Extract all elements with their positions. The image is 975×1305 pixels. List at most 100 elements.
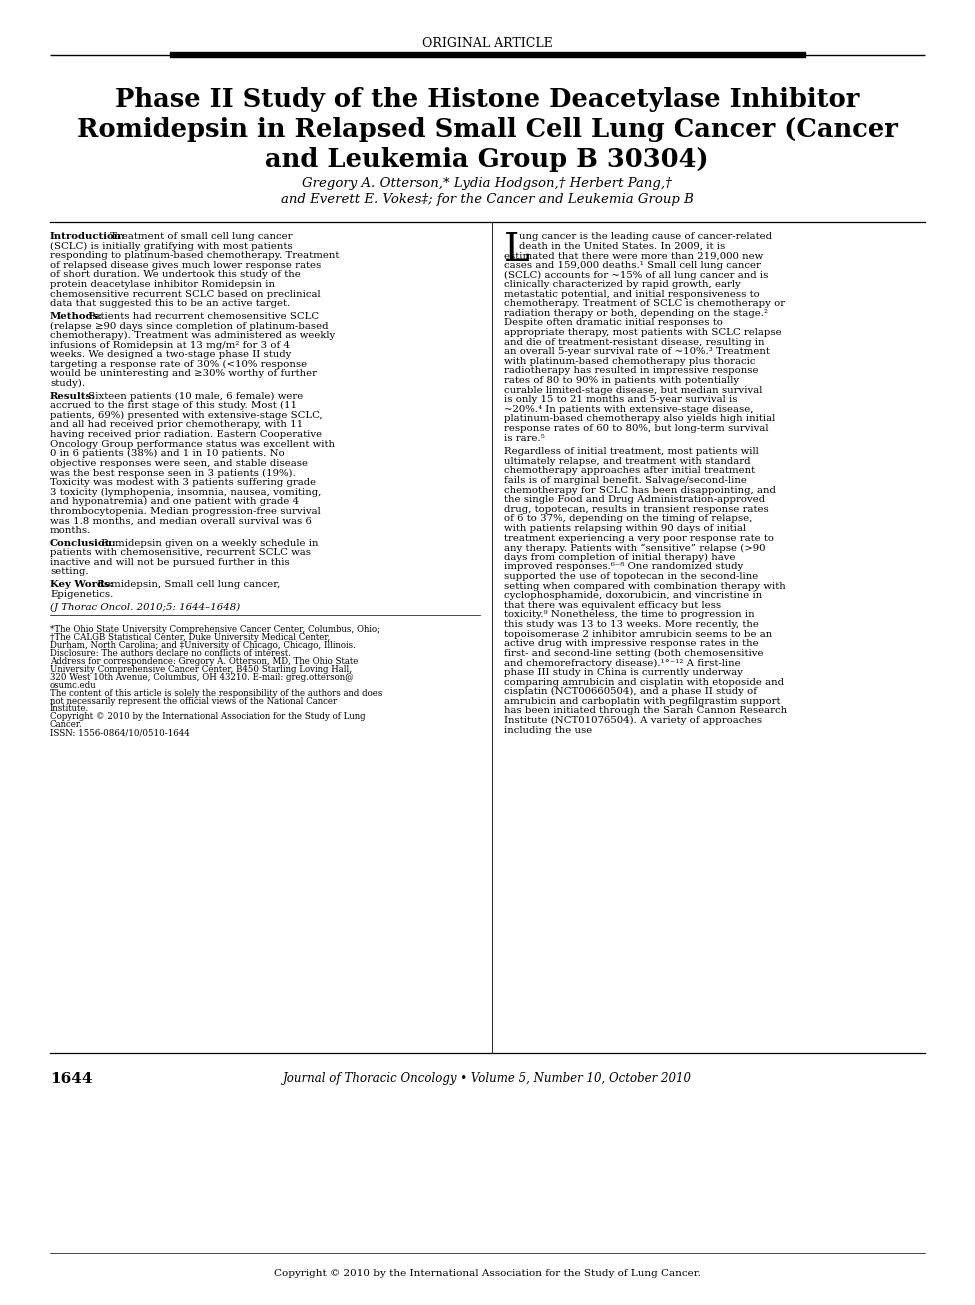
Text: Journal of Thoracic Oncology • Volume 5, Number 10, October 2010: Journal of Thoracic Oncology • Volume 5,… — [283, 1071, 691, 1084]
Text: with platinum-based chemotherapy plus thoracic: with platinum-based chemotherapy plus th… — [504, 356, 756, 365]
Text: Treatment of small cell lung cancer: Treatment of small cell lung cancer — [107, 232, 292, 241]
Text: is rare.⁵: is rare.⁵ — [504, 433, 545, 442]
Text: curable limited-stage disease, but median survival: curable limited-stage disease, but media… — [504, 385, 762, 394]
Text: Phase II Study of the Histone Deacetylase Inhibitor: Phase II Study of the Histone Deacetylas… — [115, 87, 859, 112]
Text: patients, 69%) presented with extensive-stage SCLC,: patients, 69%) presented with extensive-… — [50, 411, 323, 420]
Text: of short duration. We undertook this study of the: of short duration. We undertook this stu… — [50, 270, 300, 279]
Text: phase III study in China is currently underway: phase III study in China is currently un… — [504, 668, 743, 677]
Text: chemotherapy approaches after initial treatment: chemotherapy approaches after initial tr… — [504, 466, 755, 475]
Text: metastatic potential, and initial responsiveness to: metastatic potential, and initial respon… — [504, 290, 760, 299]
Text: Cancer.: Cancer. — [50, 720, 83, 729]
Text: death in the United States. In 2009, it is: death in the United States. In 2009, it … — [519, 241, 725, 251]
Text: not necessarily represent the official views of the National Cancer: not necessarily represent the official v… — [50, 697, 337, 706]
Text: response rates of 60 to 80%, but long-term survival: response rates of 60 to 80%, but long-te… — [504, 424, 768, 433]
Text: active drug with impressive response rates in the: active drug with impressive response rat… — [504, 639, 759, 649]
Text: Toxicity was modest with 3 patients suffering grade: Toxicity was modest with 3 patients suff… — [50, 478, 316, 487]
Text: including the use: including the use — [504, 726, 592, 735]
Text: chemotherapy). Treatment was administered as weekly: chemotherapy). Treatment was administere… — [50, 331, 335, 341]
Text: targeting a response rate of 30% (<10% response: targeting a response rate of 30% (<10% r… — [50, 360, 307, 369]
Text: Institute.: Institute. — [50, 705, 90, 714]
Text: clinically characterized by rapid growth, early: clinically characterized by rapid growth… — [504, 281, 741, 288]
Text: this study was 13 to 13 weeks. More recently, the: this study was 13 to 13 weeks. More rece… — [504, 620, 759, 629]
Text: patients with chemosensitive, recurrent SCLC was: patients with chemosensitive, recurrent … — [50, 548, 311, 557]
Text: Despite often dramatic initial responses to: Despite often dramatic initial responses… — [504, 318, 722, 328]
Text: first- and second-line setting (both chemosensitive: first- and second-line setting (both che… — [504, 649, 763, 658]
Text: weeks. We designed a two-stage phase II study: weeks. We designed a two-stage phase II … — [50, 350, 292, 359]
Text: radiotherapy has resulted in impressive response: radiotherapy has resulted in impressive … — [504, 367, 759, 376]
Text: improved responses.⁶⁻⁸ One randomized study: improved responses.⁶⁻⁸ One randomized st… — [504, 562, 743, 572]
Text: has been initiated through the Sarah Cannon Research: has been initiated through the Sarah Can… — [504, 706, 787, 715]
Text: was the best response seen in 3 patients (19%).: was the best response seen in 3 patients… — [50, 468, 295, 478]
Text: days from completion of initial therapy) have: days from completion of initial therapy)… — [504, 553, 735, 562]
Text: Romidepsin given on a weekly schedule in: Romidepsin given on a weekly schedule in — [98, 539, 319, 548]
Text: Disclosure: The authors declare no conflicts of interest.: Disclosure: The authors declare no confl… — [50, 649, 291, 658]
Text: ultimately relapse, and treatment with standard: ultimately relapse, and treatment with s… — [504, 457, 751, 466]
Text: and Everett E. Vokes‡; for the Cancer and Leukemia Group B: and Everett E. Vokes‡; for the Cancer an… — [281, 193, 693, 206]
Text: Conclusion:: Conclusion: — [50, 539, 117, 548]
Text: Epigenetics.: Epigenetics. — [50, 590, 113, 599]
Text: Oncology Group performance status was excellent with: Oncology Group performance status was ex… — [50, 440, 335, 449]
Text: Address for correspondence: Gregory A. Otterson, MD, The Ohio State: Address for correspondence: Gregory A. O… — [50, 658, 359, 666]
Text: (SCLC) is initially gratifying with most patients: (SCLC) is initially gratifying with most… — [50, 241, 292, 251]
Text: (SCLC) accounts for ~15% of all lung cancer and is: (SCLC) accounts for ~15% of all lung can… — [504, 270, 768, 279]
Text: fails is of marginal benefit. Salvage/second-line: fails is of marginal benefit. Salvage/se… — [504, 476, 747, 485]
Text: toxicity.⁹ Nonetheless, the time to progression in: toxicity.⁹ Nonetheless, the time to prog… — [504, 611, 755, 620]
Text: study).: study). — [50, 378, 85, 388]
Text: (J Thorac Oncol. 2010;5: 1644–1648): (J Thorac Oncol. 2010;5: 1644–1648) — [50, 603, 240, 612]
Text: treatment experiencing a very poor response rate to: treatment experiencing a very poor respo… — [504, 534, 774, 543]
Text: The content of this article is solely the responsibility of the authors and does: The content of this article is solely th… — [50, 689, 382, 698]
Text: having received prior radiation. Eastern Cooperative: having received prior radiation. Eastern… — [50, 431, 322, 438]
Text: L: L — [504, 232, 529, 269]
Text: is only 15 to 21 months and 5-year survival is: is only 15 to 21 months and 5-year survi… — [504, 395, 737, 405]
Text: drug, topotecan, results in transient response rates: drug, topotecan, results in transient re… — [504, 505, 768, 514]
Text: setting when compared with combination therapy with: setting when compared with combination t… — [504, 582, 786, 591]
Text: Sixteen patients (10 male, 6 female) were: Sixteen patients (10 male, 6 female) wer… — [85, 392, 303, 401]
Text: infusions of Romidepsin at 13 mg/m² for 3 of 4: infusions of Romidepsin at 13 mg/m² for … — [50, 341, 290, 350]
Text: ISSN: 1556-0864/10/0510-1644: ISSN: 1556-0864/10/0510-1644 — [50, 728, 190, 737]
Text: Institute (NCT01076504). A variety of approaches: Institute (NCT01076504). A variety of ap… — [504, 716, 762, 726]
Text: University Comprehensive Cancer Center, B450 Starling Loving Hall,: University Comprehensive Cancer Center, … — [50, 666, 352, 673]
Text: thrombocytopenia. Median progression-free survival: thrombocytopenia. Median progression-fre… — [50, 506, 321, 515]
Text: rates of 80 to 90% in patients with potentially: rates of 80 to 90% in patients with pote… — [504, 376, 739, 385]
Text: chemotherapy for SCLC has been disappointing, and: chemotherapy for SCLC has been disappoin… — [504, 485, 776, 495]
Text: Copyright © 2010 by the International Association for the Study of Lung Cancer.: Copyright © 2010 by the International As… — [274, 1268, 700, 1278]
Text: that there was equivalent efficacy but less: that there was equivalent efficacy but l… — [504, 600, 722, 609]
Text: any therapy. Patients with “sensitive” relapse (>90: any therapy. Patients with “sensitive” r… — [504, 543, 765, 552]
Text: months.: months. — [50, 526, 92, 535]
Text: would be uninteresting and ≥30% worthy of further: would be uninteresting and ≥30% worthy o… — [50, 369, 317, 378]
Text: *The Ohio State University Comprehensive Cancer Center, Columbus, Ohio;: *The Ohio State University Comprehensive… — [50, 625, 380, 634]
Text: topoisomerase 2 inhibitor amrubicin seems to be an: topoisomerase 2 inhibitor amrubicin seem… — [504, 629, 772, 638]
Text: the single Food and Drug Administration-approved: the single Food and Drug Administration-… — [504, 495, 765, 504]
Text: comparing amrubicin and cisplatin with etoposide and: comparing amrubicin and cisplatin with e… — [504, 677, 784, 686]
Text: ORIGINAL ARTICLE: ORIGINAL ARTICLE — [421, 37, 553, 50]
Text: cyclophosphamide, doxorubicin, and vincristine in: cyclophosphamide, doxorubicin, and vincr… — [504, 591, 762, 600]
Text: 320 West 10th Avenue, Columbus, OH 43210. E-mail: greg.otterson@: 320 West 10th Avenue, Columbus, OH 43210… — [50, 673, 354, 683]
Text: osumc.edu: osumc.edu — [50, 681, 97, 690]
Text: estimated that there were more than 219,000 new: estimated that there were more than 219,… — [504, 251, 763, 260]
Text: was 1.8 months, and median overall survival was 6: was 1.8 months, and median overall survi… — [50, 517, 312, 526]
Text: ~20%.⁴ In patients with extensive-stage disease,: ~20%.⁴ In patients with extensive-stage … — [504, 405, 754, 414]
Text: accrued to the first stage of this study. Most (11: accrued to the first stage of this study… — [50, 401, 297, 410]
Text: and Leukemia Group B 30304): and Leukemia Group B 30304) — [265, 147, 709, 172]
Text: cases and 159,000 deaths.¹ Small cell lung cancer: cases and 159,000 deaths.¹ Small cell lu… — [504, 261, 760, 270]
Text: Key Words:: Key Words: — [50, 579, 113, 589]
Text: and all had received prior chemotherapy, with 11: and all had received prior chemotherapy,… — [50, 420, 303, 429]
Text: cisplatin (NCT00660504), and a phase II study of: cisplatin (NCT00660504), and a phase II … — [504, 688, 757, 697]
Text: Copyright © 2010 by the International Association for the Study of Lung: Copyright © 2010 by the International As… — [50, 713, 366, 722]
Text: Romidepsin, Small cell lung cancer,: Romidepsin, Small cell lung cancer, — [94, 579, 280, 589]
Text: Methods:: Methods: — [50, 312, 103, 321]
Text: Introduction:: Introduction: — [50, 232, 126, 241]
Text: and die of treatment-resistant disease, resulting in: and die of treatment-resistant disease, … — [504, 338, 764, 347]
Text: 3 toxicity (lymphopenia, insomnia, nausea, vomiting,: 3 toxicity (lymphopenia, insomnia, nause… — [50, 488, 322, 497]
Text: protein deacetylase inhibitor Romidepsin in: protein deacetylase inhibitor Romidepsin… — [50, 281, 275, 288]
Text: Regardless of initial treatment, most patients will: Regardless of initial treatment, most pa… — [504, 448, 759, 457]
Text: and chemorefractory disease).¹°⁻¹² A first-line: and chemorefractory disease).¹°⁻¹² A fir… — [504, 659, 741, 668]
Text: appropriate therapy, most patients with SCLC relapse: appropriate therapy, most patients with … — [504, 328, 782, 337]
Text: supported the use of topotecan in the second-line: supported the use of topotecan in the se… — [504, 572, 759, 581]
Text: Gregory A. Otterson,* Lydia Hodgson,† Herbert Pang,†: Gregory A. Otterson,* Lydia Hodgson,† He… — [302, 177, 672, 191]
Text: with patients relapsing within 90 days of initial: with patients relapsing within 90 days o… — [504, 525, 746, 532]
Text: of 6 to 37%, depending on the timing of relapse,: of 6 to 37%, depending on the timing of … — [504, 514, 753, 523]
Text: platinum-based chemotherapy also yields high initial: platinum-based chemotherapy also yields … — [504, 415, 775, 423]
Text: ung cancer is the leading cause of cancer-related: ung cancer is the leading cause of cance… — [519, 232, 772, 241]
Text: chemosensitive recurrent SCLC based on preclinical: chemosensitive recurrent SCLC based on p… — [50, 290, 321, 299]
